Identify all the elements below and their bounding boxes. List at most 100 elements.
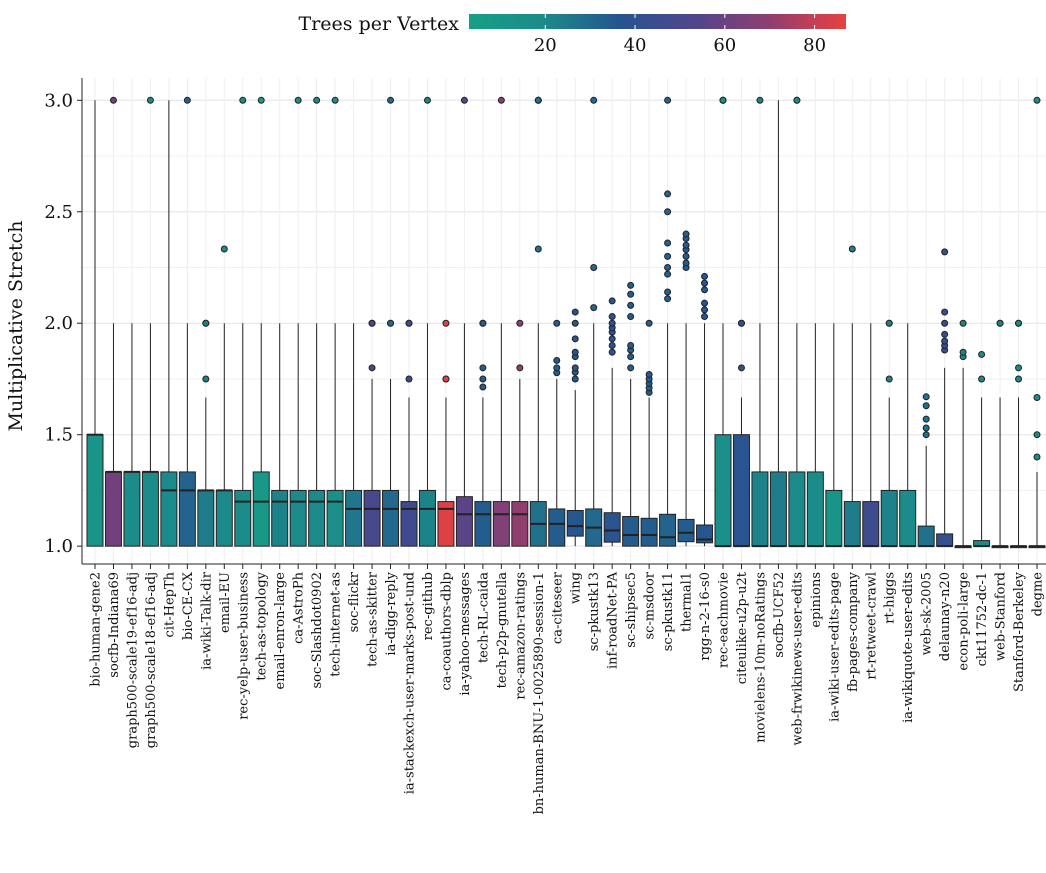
- outlier-point: [627, 290, 635, 298]
- box-body: [899, 489, 917, 547]
- box-cit-HepTh: [160, 100, 178, 547]
- outlier-point: [516, 319, 524, 327]
- outlier-point: [608, 335, 616, 343]
- outlier-point: [978, 375, 986, 383]
- x-tick-label: tech-as-skitter: [366, 571, 381, 667]
- box-body: [86, 434, 104, 547]
- box-fb-pages-company: [843, 245, 861, 548]
- x-tick-label: degme: [1031, 572, 1046, 617]
- outlier-point: [1033, 431, 1041, 439]
- box-rec-amazon-ratings: [511, 319, 529, 547]
- box-soc-flickr: [345, 323, 363, 547]
- outlier-point: [479, 319, 487, 327]
- outlier-point: [682, 230, 690, 238]
- box-bn-human-BNU-1-0025890-session-1: [529, 96, 547, 547]
- box-epinions: [806, 323, 824, 548]
- x-tick-label: soc-flickr: [347, 571, 362, 632]
- outlier-point: [202, 319, 210, 327]
- box-body: [603, 512, 621, 543]
- outlier-point: [460, 96, 468, 104]
- outlier-point: [553, 364, 561, 372]
- outlier-point: [701, 279, 709, 287]
- outlier-point: [534, 245, 542, 253]
- outlier-point: [627, 353, 635, 361]
- box-body: [806, 471, 824, 547]
- box-body: [400, 501, 418, 547]
- outlier-point: [664, 190, 672, 198]
- outlier-point: [405, 375, 413, 383]
- outlier-point: [627, 301, 635, 309]
- outlier-point: [885, 319, 893, 327]
- colorbar-title: Trees per Vertex: [299, 13, 460, 35]
- outlier-point: [682, 241, 690, 249]
- outlier-point: [479, 383, 487, 391]
- colorbar: Trees per Vertex 20 40 60 80: [299, 13, 846, 56]
- box-body: [455, 496, 473, 547]
- x-tick-label: ca-citeseer: [550, 571, 565, 644]
- outlier-point: [479, 375, 487, 383]
- x-tick-label: socfb-Indiana69: [107, 572, 122, 678]
- outlier-point: [664, 288, 672, 296]
- x-tick-label: inf-roadNet-PA: [606, 571, 621, 669]
- outlier-point: [941, 308, 949, 316]
- box-sc-pkustk11: [659, 96, 677, 547]
- x-tick-label: delaunay-n20: [938, 572, 953, 661]
- box-sc-msdoor: [640, 319, 658, 547]
- box-body: [880, 489, 898, 547]
- box-body: [123, 471, 141, 547]
- box-soc-Slashdot0902: [308, 96, 326, 547]
- x-tick-label: tech-RL-caida: [476, 572, 491, 663]
- outlier-point: [922, 424, 930, 432]
- outlier-point: [645, 371, 653, 379]
- outlier-point: [701, 299, 709, 307]
- outlier-point: [1033, 96, 1041, 104]
- box-body: [862, 501, 880, 547]
- outlier-point: [664, 252, 672, 260]
- outlier-point: [553, 319, 561, 327]
- y-tick-label: 3.0: [44, 90, 73, 111]
- outlier-point: [257, 96, 265, 104]
- x-tick-label: ia-yahoo-messages: [458, 572, 473, 696]
- outlier-point: [701, 272, 709, 280]
- box-body: [732, 434, 750, 547]
- x-tick-label: web-Stanford: [994, 572, 1009, 661]
- outlier-point: [737, 364, 745, 372]
- box-tech-RL-caida: [474, 319, 492, 547]
- outlier-point: [793, 96, 801, 104]
- box-body: [418, 489, 436, 547]
- box-body: [345, 489, 363, 547]
- x-tick-label: fb-pages-company: [846, 571, 861, 692]
- box-body: [659, 513, 677, 547]
- outlier-point: [664, 239, 672, 247]
- outlier-point: [701, 313, 709, 321]
- box-web-Stanford: [991, 319, 1009, 549]
- outlier-point: [627, 342, 635, 350]
- x-tick-label: Stanford-Berkeley: [1012, 571, 1027, 692]
- outlier-point: [146, 96, 154, 104]
- box-email-enron-large: [271, 323, 289, 547]
- box-inf-roadNet-PA: [603, 297, 621, 547]
- outlier-point: [497, 96, 505, 104]
- y-tick-label: 2.5: [44, 202, 73, 223]
- x-tick-label: rt-retweet-crawl: [864, 572, 879, 680]
- box-body: [714, 434, 732, 547]
- outlier-point: [442, 319, 450, 327]
- box-graph500-scale19-ef16-adj: [123, 323, 141, 547]
- outlier-point: [922, 393, 930, 401]
- x-tick-label: soc-Slashdot0902: [310, 572, 325, 689]
- box-body: [566, 509, 584, 537]
- x-tick-label: email-enron-large: [273, 572, 288, 690]
- x-tick-label: sc-pkustk13: [587, 572, 602, 651]
- x-tick-label: rgg-n-2-16-s0: [698, 572, 713, 661]
- box-ia-stackexch-user-marks-post-und: [400, 319, 418, 547]
- outlier-point: [885, 375, 893, 383]
- box-sc-pkustk13: [585, 96, 603, 547]
- outlier-point: [571, 364, 579, 372]
- box-rt-higgs: [880, 319, 898, 548]
- x-tick-label: ca-AstroPh: [292, 571, 307, 643]
- box-Stanford-Berkeley: [1010, 319, 1028, 549]
- outlier-point: [756, 96, 764, 104]
- outlier-point: [590, 304, 598, 312]
- x-tick-label: tech-p2p-gnutella: [495, 572, 510, 689]
